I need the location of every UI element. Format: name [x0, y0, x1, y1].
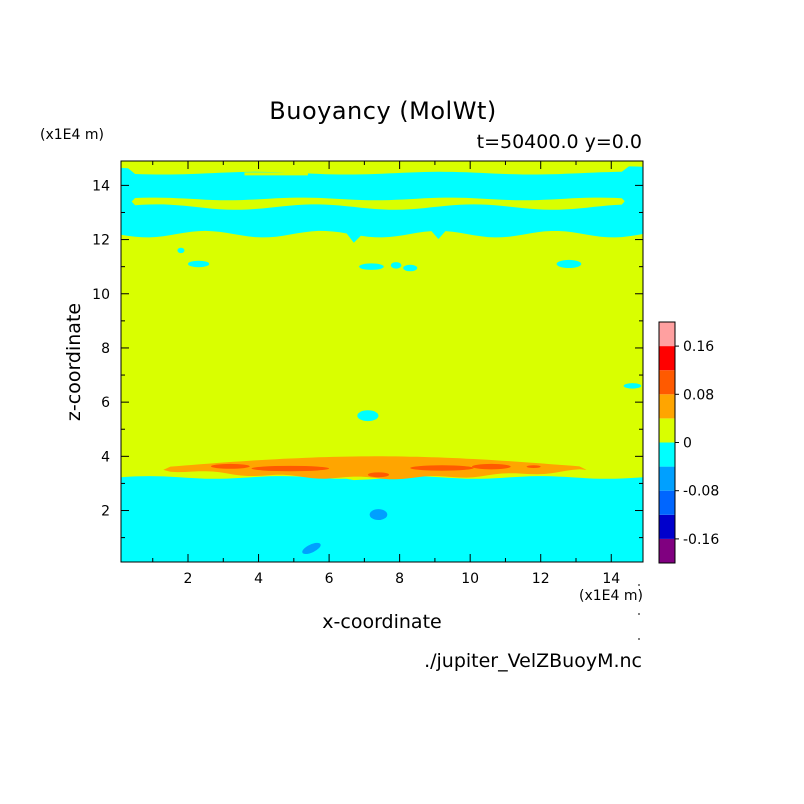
- contour-positive-core: [410, 465, 474, 471]
- x-tick-label: 14: [602, 571, 620, 587]
- chart-title: Buoyancy (MolWt): [269, 97, 497, 125]
- x-tick-label: 12: [532, 571, 550, 587]
- y-tick-label: 12: [92, 233, 110, 249]
- y-axis: 2 4 6 8 10 12 14: [92, 178, 643, 539]
- x-tick-label: 6: [325, 571, 334, 587]
- source-filename: ./jupiter_VelZBuoyM.nc: [424, 650, 642, 672]
- x-axis-label: x-coordinate: [322, 611, 442, 633]
- contour-negative-pocket: [369, 509, 388, 521]
- contour-negative-pocket: [556, 259, 582, 269]
- y-tick-label: 6: [101, 395, 110, 411]
- x-axis: 2 4 6 8 10 12 14: [152, 161, 620, 587]
- colorbar-tick-label: -0.08: [683, 484, 719, 500]
- y-axis-unit: (x1E4 m): [40, 127, 104, 143]
- y-tick-label: 4: [101, 449, 110, 465]
- colorbar-segment: [659, 370, 675, 395]
- colorbar-segment: [659, 418, 675, 443]
- contour-positive-core: [526, 465, 541, 468]
- contour-negative-pocket: [390, 262, 402, 269]
- y-tick-label: 8: [101, 341, 110, 357]
- contour-upper-negative-band: [121, 196, 643, 243]
- y-tick-label: 14: [92, 178, 110, 194]
- contour-negative-pocket: [359, 263, 384, 270]
- contour-positive-core: [251, 465, 330, 472]
- colorbar-segment: [659, 490, 675, 515]
- contour-negative-pocket: [403, 264, 418, 272]
- contour-positive-core: [210, 463, 250, 469]
- colorbar-tick-label: 0.16: [683, 339, 714, 355]
- contour-negative-pocket: [177, 247, 185, 254]
- colorbar-tick-label: -0.16: [683, 532, 719, 548]
- contour-negative-pocket: [302, 542, 321, 555]
- x-axis-unit: (x1E4 m): [579, 588, 643, 604]
- colorbar-segment: [659, 346, 675, 371]
- colorbar-segment: [659, 466, 675, 491]
- x-tick-label: 8: [395, 571, 404, 587]
- contour-positive-layer: [121, 456, 643, 480]
- axis-end-marks: [638, 584, 640, 640]
- contour-negative-pocket: [188, 260, 210, 268]
- chart-subtitle: t=50400.0 y=0.0: [476, 131, 642, 153]
- colorbar-tick-label: 0.08: [683, 387, 714, 403]
- y-axis-label: z-coordinate: [63, 302, 85, 422]
- colorbar: 0.16 0.08 0 -0.08 -0.16: [658, 321, 719, 564]
- plot-frame: [120, 160, 644, 563]
- plot-area: [121, 161, 643, 562]
- colorbar-segment: [659, 538, 675, 563]
- y-tick-label: 10: [92, 287, 110, 303]
- colorbar-segment: [659, 442, 675, 467]
- colorbar-segment: [659, 322, 675, 347]
- x-tick-label: 10: [461, 571, 479, 587]
- colorbar-segment: [659, 514, 675, 539]
- colorbar-tick-label: 0: [683, 436, 692, 452]
- contour-negative-pocket: [357, 410, 379, 422]
- x-tick-label: 4: [254, 571, 263, 587]
- contour-upper-negative-layer: [121, 166, 643, 207]
- contour-neutral-strip: [244, 172, 308, 176]
- colorbar-segment: [659, 394, 675, 419]
- contour-positive-core: [367, 472, 390, 478]
- contour-negative-pocket: [623, 383, 642, 389]
- y-tick-label: 2: [101, 504, 110, 520]
- contour-positive-core: [471, 463, 511, 470]
- x-tick-label: 2: [184, 571, 193, 587]
